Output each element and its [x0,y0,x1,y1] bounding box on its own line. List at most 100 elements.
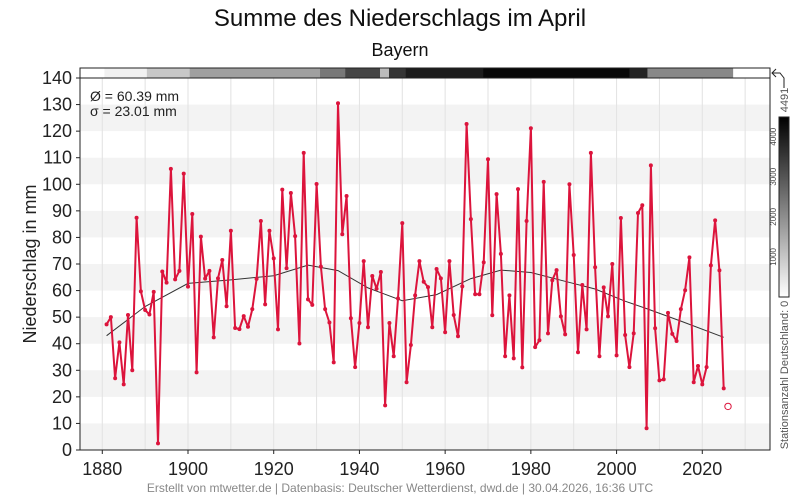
current-year-point [724,402,732,411]
data-point [597,354,602,359]
station-count-segment [647,68,734,78]
data-point [228,228,233,233]
station-color-bar [778,116,790,298]
data-point [190,212,195,217]
data-point [473,292,478,297]
data-point [383,403,388,408]
x-tick-label: 2000 [597,459,637,479]
data-point [661,377,666,382]
data-point [353,365,358,370]
data-point [396,296,400,301]
data-point [117,340,122,345]
grid-band [80,423,770,450]
x-tick-label: 1940 [339,459,379,479]
y-tick-label: 140 [42,68,72,88]
data-point [374,286,379,291]
data-point [503,354,508,359]
data-point [631,331,636,336]
data-point [700,382,705,387]
data-point [323,307,328,312]
data-point [558,314,563,319]
data-point [263,302,268,307]
data-point [447,259,452,264]
data-point [550,278,555,283]
data-point [507,293,512,298]
data-point [156,441,160,446]
data-point [576,350,580,355]
chart-subtitle: Bayern [371,40,429,60]
data-point [421,279,426,284]
legend-pointer [772,72,785,88]
y-axis-label: Niederschlag in mm [20,184,40,343]
data-point [434,267,439,272]
data-point [211,335,216,340]
legend-tick-label: 4000 [769,127,778,145]
legend-tick-label: 2000 [769,207,778,225]
data-point [387,320,392,325]
data-point [160,269,165,274]
data-point [524,218,529,223]
data-point [318,264,323,269]
mean-stat: Ø = 60.39 mm [90,88,179,104]
data-point [391,354,396,359]
data-point [537,338,542,343]
data-point [623,332,628,337]
data-point [571,252,576,257]
data-point [584,327,589,332]
data-point [404,380,409,385]
data-point [366,325,370,330]
data-point [297,341,302,346]
data-point [134,215,139,220]
data-point [293,234,298,239]
data-point [533,345,538,350]
station-count-segment [146,68,191,78]
data-point [108,315,113,320]
data-point [288,191,293,196]
data-point [126,313,130,318]
data-point [237,327,242,332]
data-point [477,292,482,297]
data-point [516,187,520,192]
station-count-segment [345,68,381,78]
data-point [657,378,662,383]
data-point [417,259,422,264]
y-tick-label: 70 [52,254,72,274]
station-count-segment [80,68,105,78]
y-tick-label: 40 [52,334,72,354]
data-point [648,163,653,168]
station-count-segment [629,68,648,78]
data-point [336,101,340,106]
data-point [271,256,276,261]
data-point [121,382,126,387]
y-tick-label: 30 [52,360,72,380]
data-point [276,327,280,332]
data-point [361,259,366,264]
data-point [173,277,178,282]
data-point [687,255,692,260]
data-point [143,307,148,312]
grid-band [80,157,770,185]
chart-title: Summe des Niederschlags im April [213,5,587,32]
data-point [181,171,186,176]
data-point [670,331,675,336]
data-point [220,258,225,263]
data-point [691,380,696,385]
data-point [644,426,649,431]
grid-band [80,104,770,132]
station-count-segment [483,68,630,78]
data-point [498,251,503,256]
legend-tick-label: 3000 [769,167,778,185]
data-point [203,276,208,281]
data-point [443,330,448,335]
data-point [696,364,700,369]
station-count-segment [320,68,346,78]
data-point [481,260,486,265]
data-point [413,293,418,298]
data-point [357,320,362,325]
std-stat: σ = 23.01 mm [90,103,177,119]
data-point [138,289,143,294]
y-tick-label: 120 [42,121,72,141]
data-point [216,276,220,281]
data-point [666,310,670,315]
data-point [511,356,516,361]
